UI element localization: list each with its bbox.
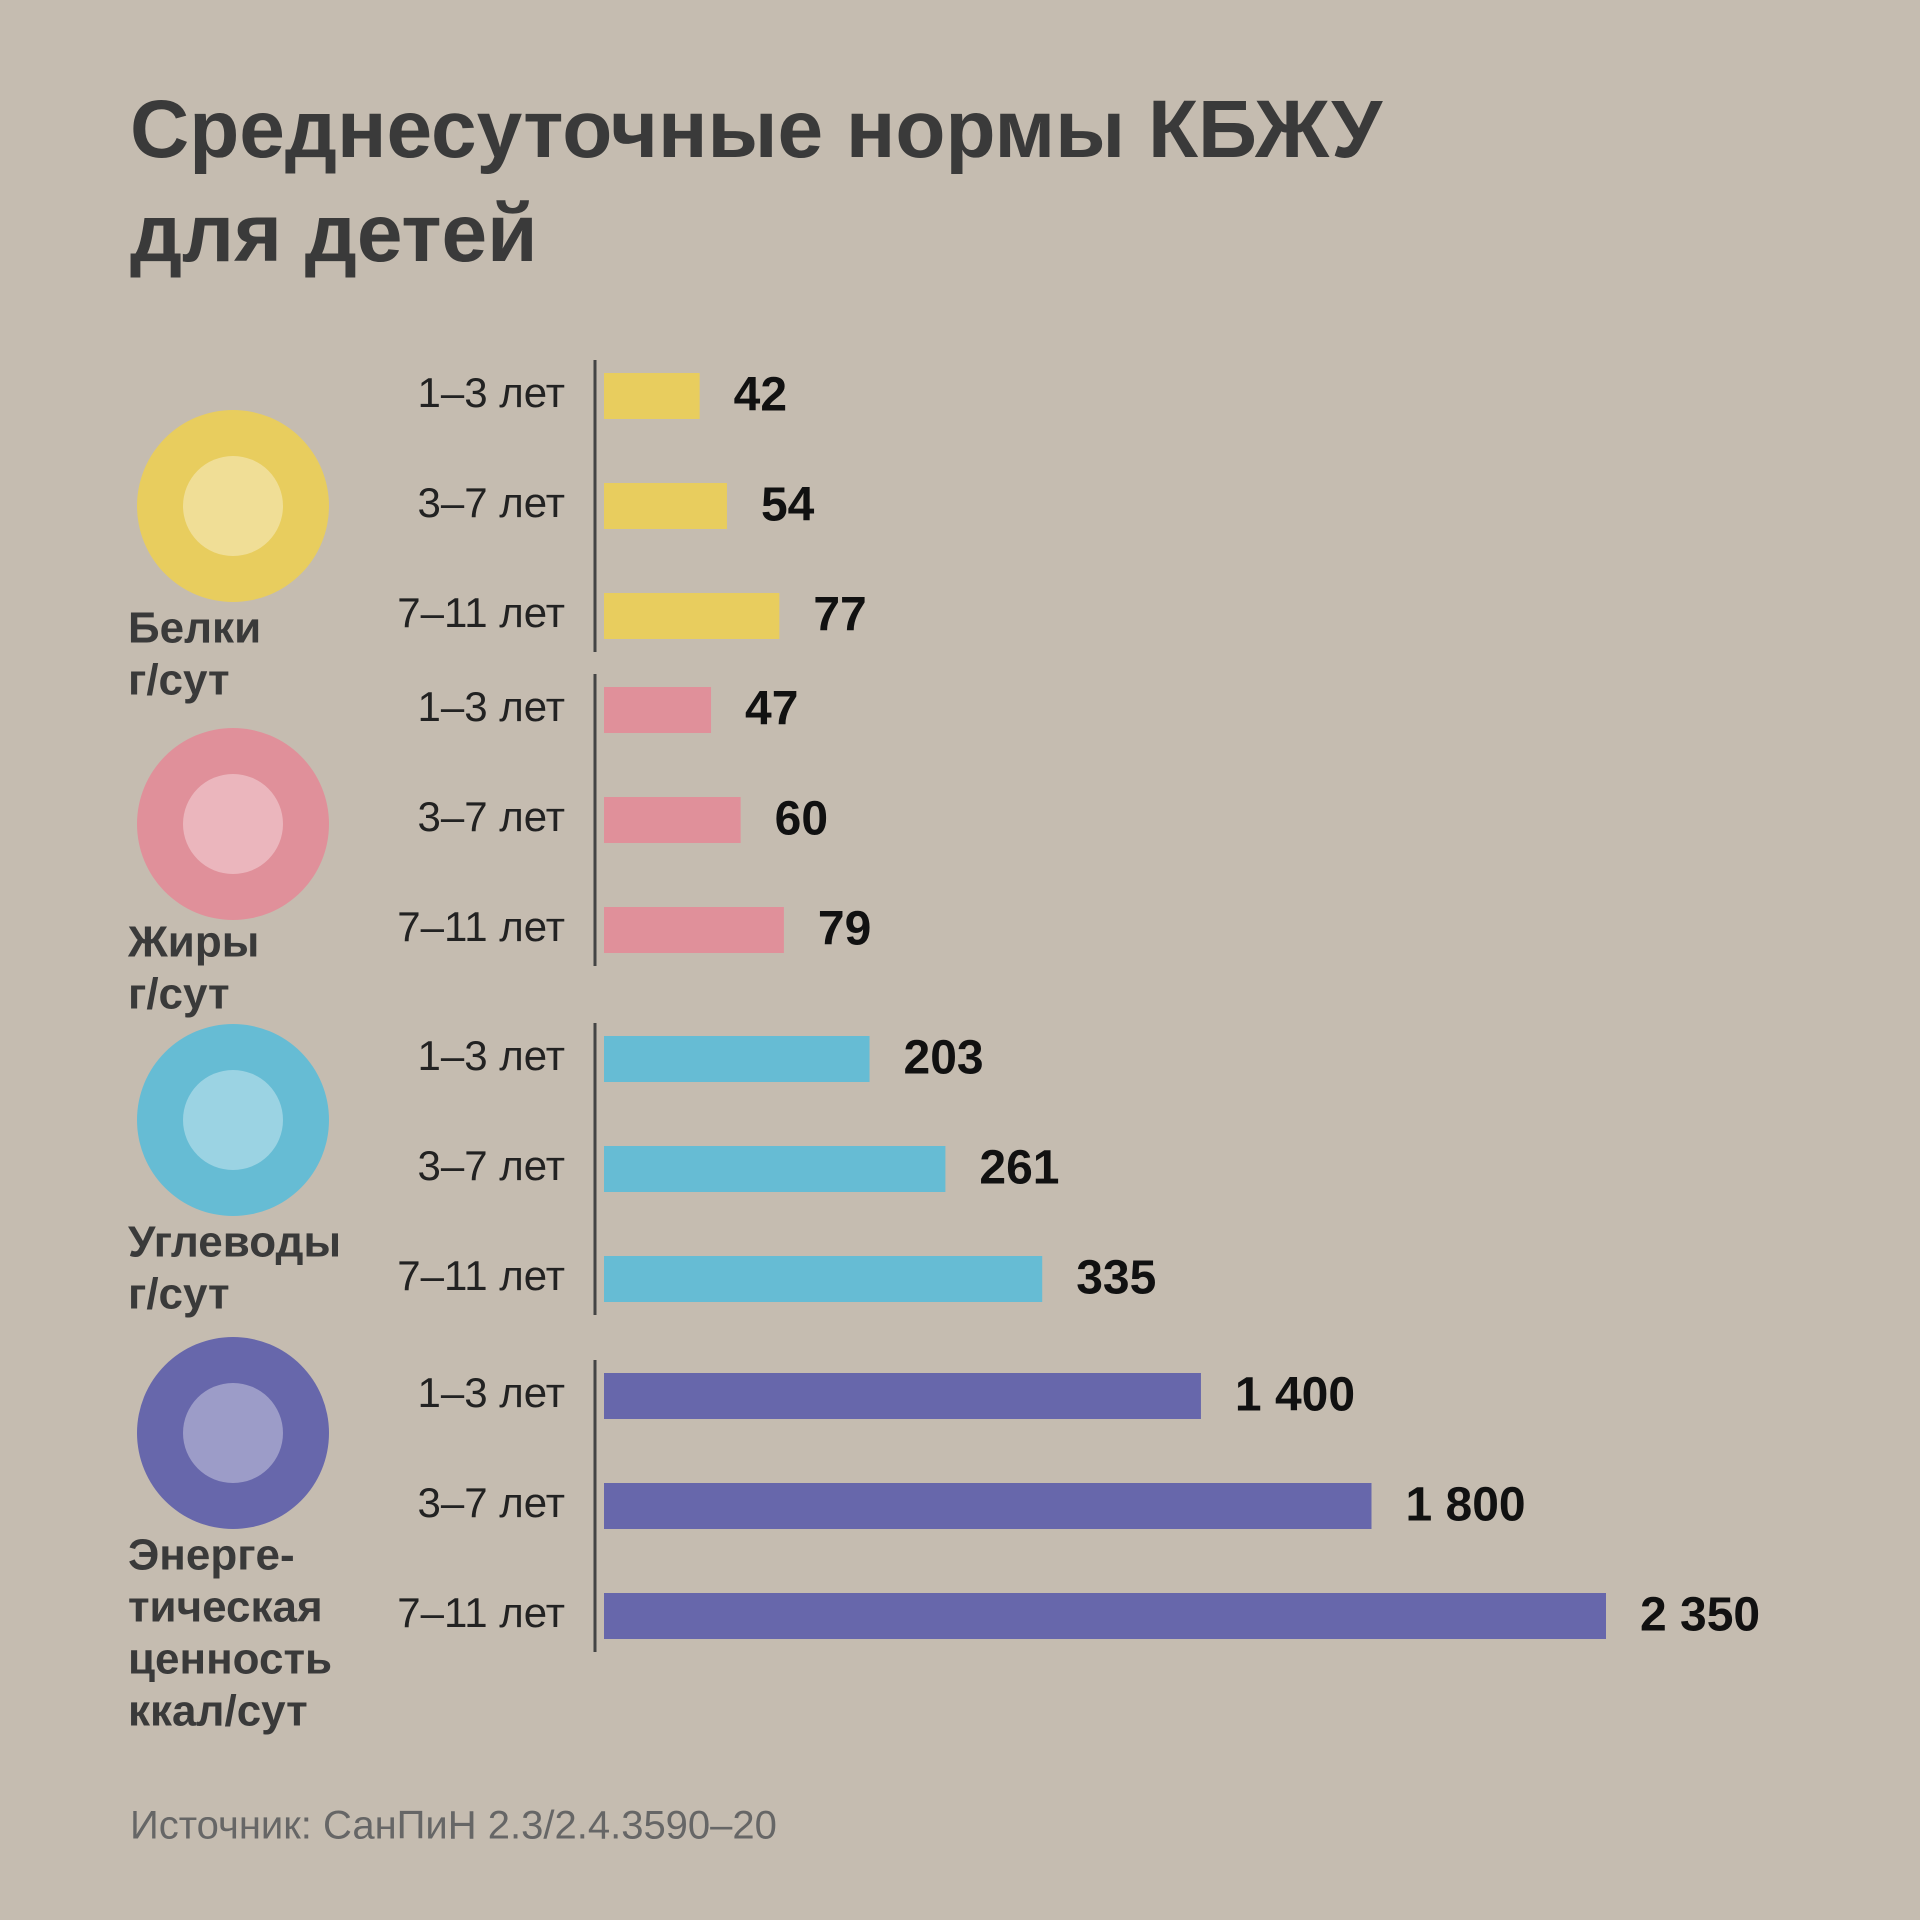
value-label: 1 400 [1235,1369,1355,1422]
bar [604,593,780,639]
category-label: 1–3 лет [418,369,565,416]
bar [604,1036,870,1082]
value-label: 1 800 [1405,1479,1525,1532]
group-label: г/сут [128,1270,230,1319]
bar [604,1256,1043,1302]
category-label: 7–11 лет [397,1589,565,1636]
value-label: 203 [904,1032,984,1085]
bar [604,1146,946,1192]
value-label: 335 [1076,1252,1156,1305]
icon-inner [183,1070,283,1170]
category-label: 3–7 лет [418,1479,565,1526]
value-label: 2 350 [1640,1589,1760,1642]
category-label: 7–11 лет [397,1252,565,1299]
bar [604,907,784,953]
group-label: Белки [128,604,261,653]
bar [604,1593,1606,1639]
group-label: Энерге- [128,1531,295,1580]
category-label: 3–7 лет [418,793,565,840]
group-label: ккал/сут [128,1687,308,1736]
value-label: 261 [979,1142,1059,1195]
bar [604,483,727,529]
icon-circle [137,1337,329,1529]
category-label: 1–3 лет [418,1369,565,1416]
category-label: 3–7 лет [418,1142,565,1189]
icon-inner [183,456,283,556]
group-label: ценность [128,1635,332,1684]
group-label: тическая [128,1583,323,1632]
icon-circle [137,1024,329,1216]
icon-inner [183,1383,283,1483]
icon-inner [183,774,283,874]
category-label: 7–11 лет [397,903,565,950]
value-label: 47 [745,683,798,736]
value-label: 54 [761,479,815,532]
chart-title: Среднесуточные нормы КБЖУ для детей [130,84,1383,279]
value-label: 42 [734,369,787,422]
group-label: г/сут [128,656,230,705]
bar [604,797,741,843]
icon-circle [137,410,329,602]
bar [604,1483,1372,1529]
category-label: 1–3 лет [418,683,565,730]
bar [604,687,712,733]
value-label: 60 [775,793,828,846]
source: Источник: СанПиН 2.3/2.4.3590–20 [130,1804,777,1848]
value-label: 79 [818,903,871,956]
category-label: 7–11 лет [397,589,565,636]
category-label: 3–7 лет [418,479,565,526]
category-label: 1–3 лет [418,1032,565,1079]
bar [604,373,700,419]
group-label: Жиры [127,918,259,967]
group-label: Углеводы [128,1218,341,1267]
bar [604,1373,1201,1419]
group-label: г/сут [128,970,230,1019]
icon-circle [137,728,329,920]
value-label: 77 [813,589,866,642]
